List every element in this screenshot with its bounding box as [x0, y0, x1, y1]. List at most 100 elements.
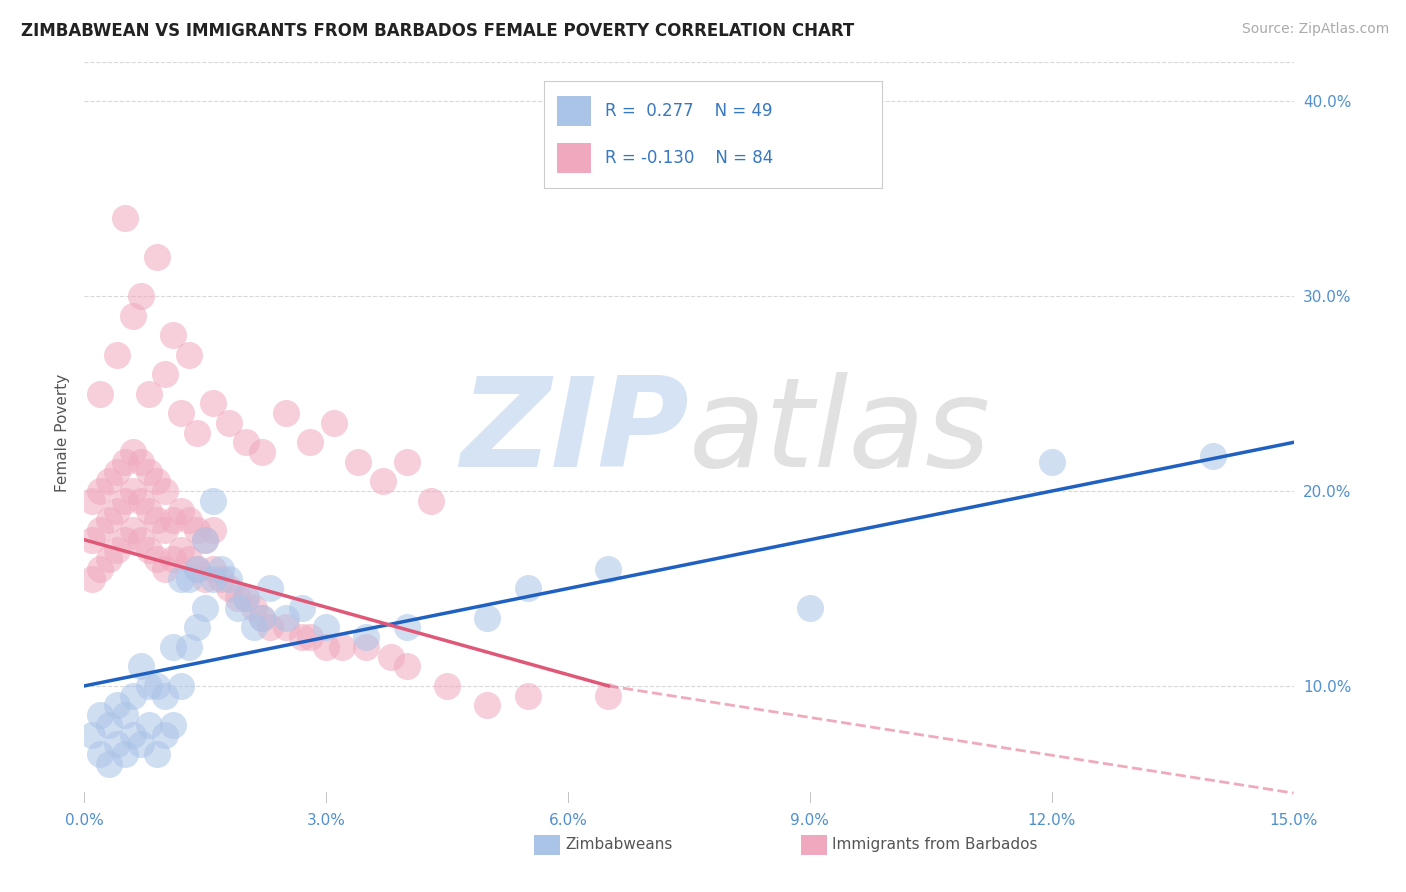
Point [89, 386, 111, 401]
Point [477, 610, 499, 624]
Point [114, 455, 136, 469]
Point [138, 386, 160, 401]
Point [97, 552, 120, 566]
Point [1202, 449, 1225, 463]
Point [202, 562, 225, 576]
Point [242, 601, 264, 615]
Point [186, 562, 208, 576]
Point [121, 728, 143, 742]
Point [146, 552, 169, 566]
Point [598, 689, 620, 703]
Point [218, 572, 240, 586]
Point [153, 728, 176, 742]
Point [129, 289, 152, 303]
Point [202, 572, 225, 586]
Point [516, 689, 538, 703]
Point [179, 552, 201, 566]
Point [299, 435, 322, 450]
Point [477, 698, 499, 713]
Point [330, 640, 353, 654]
Point [89, 484, 111, 499]
Point [194, 572, 217, 586]
Point [259, 620, 281, 634]
Y-axis label: Female Poverty: Female Poverty [55, 374, 70, 491]
Point [315, 640, 337, 654]
Text: atlas: atlas [689, 372, 991, 493]
Point [371, 475, 394, 489]
Point [138, 679, 160, 693]
Point [121, 309, 143, 323]
Point [250, 610, 273, 624]
Point [395, 455, 418, 469]
Point [162, 718, 184, 732]
Point [226, 601, 249, 615]
Point [162, 640, 184, 654]
Point [89, 562, 111, 576]
Point [114, 211, 136, 226]
Point [153, 484, 176, 499]
Point [121, 484, 143, 499]
Point [129, 533, 152, 547]
Point [114, 533, 136, 547]
Point [121, 445, 143, 459]
Point [97, 513, 120, 527]
Point [356, 640, 378, 654]
Point [274, 620, 297, 634]
Point [129, 455, 152, 469]
Point [235, 591, 257, 606]
Point [250, 610, 273, 624]
Point [218, 416, 240, 430]
Point [138, 542, 160, 557]
Point [146, 679, 169, 693]
Point [202, 523, 225, 537]
Point [82, 728, 104, 742]
Point [209, 572, 232, 586]
Point [138, 465, 160, 479]
Point [299, 630, 322, 644]
Point [146, 513, 169, 527]
Point [209, 562, 232, 576]
Point [194, 601, 217, 615]
Text: ZIMBABWEAN VS IMMIGRANTS FROM BARBADOS FEMALE POVERTY CORRELATION CHART: ZIMBABWEAN VS IMMIGRANTS FROM BARBADOS F… [21, 22, 855, 40]
Point [179, 348, 201, 362]
Point [250, 445, 273, 459]
Point [186, 620, 208, 634]
Point [146, 475, 169, 489]
Point [380, 649, 402, 664]
Point [170, 503, 193, 517]
Point [82, 572, 104, 586]
Point [162, 513, 184, 527]
Point [395, 659, 418, 673]
Point [226, 591, 249, 606]
Point [129, 493, 152, 508]
Point [186, 523, 208, 537]
Point [121, 689, 143, 703]
Point [218, 582, 240, 596]
Point [105, 737, 128, 751]
Point [395, 620, 418, 634]
Point [235, 435, 257, 450]
Point [129, 737, 152, 751]
Point [162, 552, 184, 566]
Point [114, 747, 136, 761]
Text: Source: ZipAtlas.com: Source: ZipAtlas.com [1241, 22, 1389, 37]
Point [436, 679, 458, 693]
Point [420, 493, 443, 508]
Point [186, 425, 208, 440]
Point [153, 523, 176, 537]
Point [516, 582, 538, 596]
Point [105, 348, 128, 362]
Text: ZIP: ZIP [460, 372, 689, 493]
Point [356, 630, 378, 644]
Point [202, 396, 225, 410]
Point [179, 572, 201, 586]
Point [274, 406, 297, 420]
Point [170, 679, 193, 693]
Point [146, 747, 169, 761]
Point [153, 367, 176, 381]
Point [89, 708, 111, 723]
Point [194, 533, 217, 547]
Point [235, 591, 257, 606]
Point [146, 250, 169, 264]
Point [89, 747, 111, 761]
